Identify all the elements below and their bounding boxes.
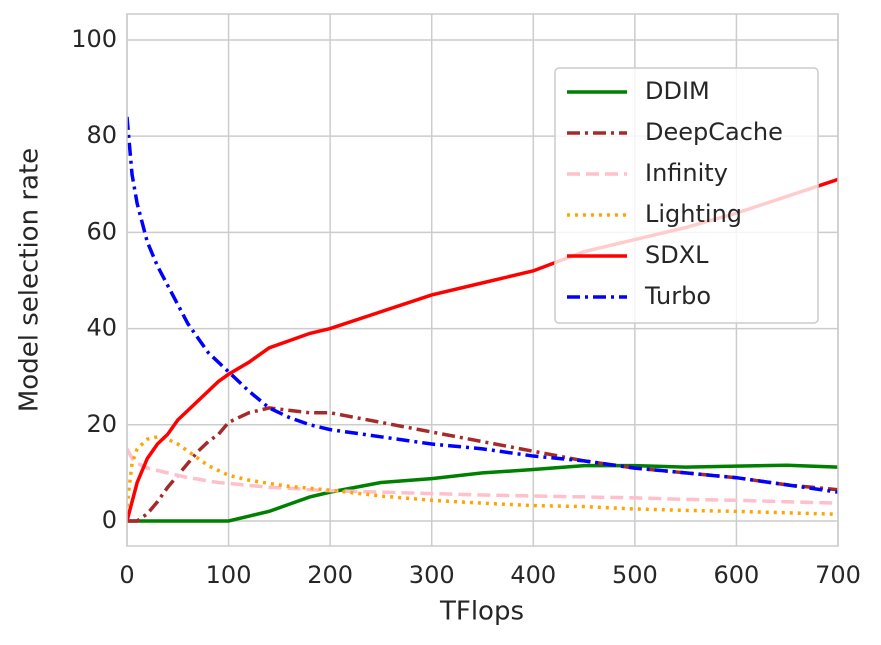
legend-label: DDIM: [645, 77, 710, 105]
legend-label: SDXL: [645, 241, 709, 269]
legend-label: Infinity: [645, 159, 728, 187]
line: [127, 116, 838, 494]
x-tick-label: 500: [612, 561, 658, 589]
line: [127, 448, 838, 505]
y-tick-label: 20: [86, 410, 117, 438]
y-tick-label: 80: [86, 121, 117, 149]
legend-label: Turbo: [644, 282, 711, 310]
x-tick-label: 400: [510, 561, 556, 589]
x-axis-label: TFlops: [439, 597, 524, 627]
line: [127, 406, 838, 523]
y-tick-label: 0: [102, 506, 117, 534]
legend-label: Lighting: [645, 200, 742, 228]
y-tick-label: 40: [86, 314, 117, 342]
y-axis-label: Model selection rate: [15, 148, 45, 412]
x-tick-label: 200: [307, 561, 353, 589]
legend-label: DeepCache: [645, 118, 783, 146]
x-tick-label: 700: [815, 561, 861, 589]
y-tick-label: 60: [86, 217, 117, 245]
line: [127, 463, 838, 523]
x-tick-label: 300: [409, 561, 455, 589]
x-tick-label: 600: [714, 561, 760, 589]
plot-border: [126, 13, 839, 547]
x-tick-label: 100: [206, 561, 252, 589]
y-tick-label: 100: [71, 25, 117, 53]
x-tick-label: 0: [119, 561, 134, 589]
